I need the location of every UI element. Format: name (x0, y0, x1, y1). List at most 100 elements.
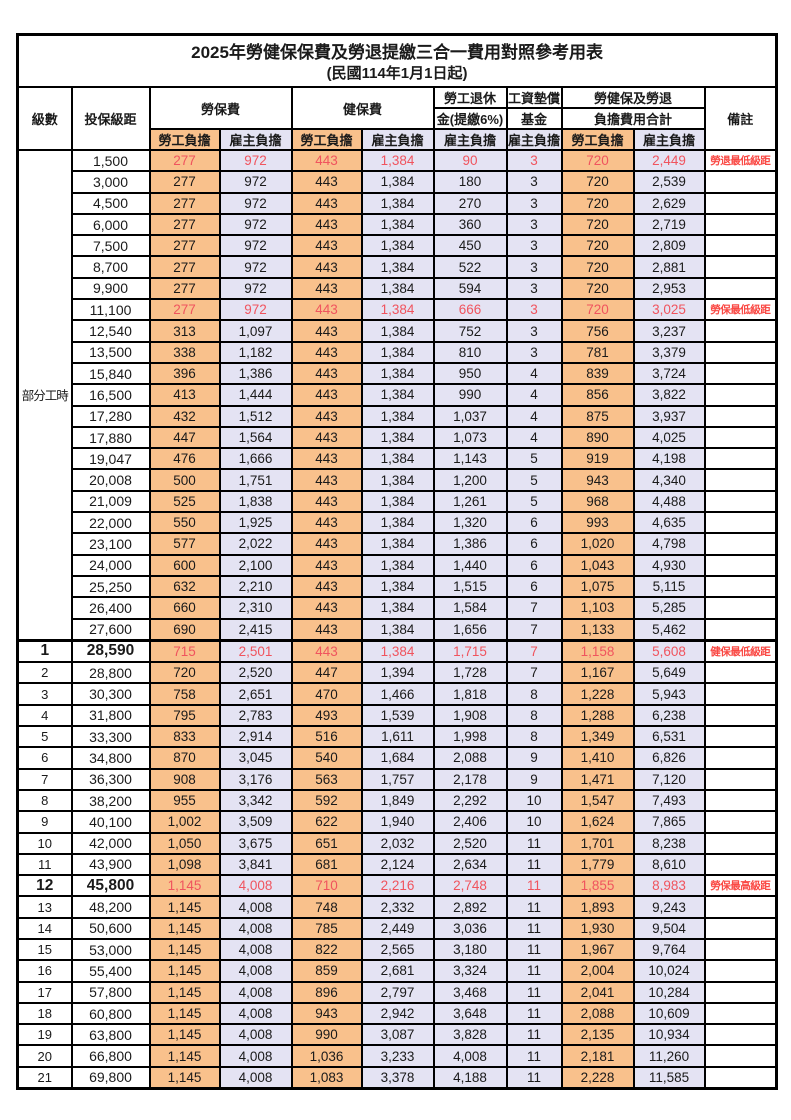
cell-labor-employee: 577 (148, 532, 221, 556)
cell-total-employee: 1,043 (560, 553, 635, 577)
cell-salary-bracket: 16,500 (70, 383, 151, 407)
cell-grade: 17 (16, 980, 73, 1004)
cell-pension-employer: 666 (432, 298, 508, 322)
cell-note (703, 361, 778, 386)
cell-labor-employee: 833 (148, 725, 221, 749)
cell-pension-employer: 3,648 (432, 1001, 508, 1026)
cell-labor-employee: 632 (148, 574, 221, 599)
cell-salary-bracket: 12,540 (70, 319, 151, 343)
cell-salary-bracket: 11,100 (70, 298, 151, 322)
cell-total-employer: 2,539 (632, 170, 706, 194)
cell-wage-fund-employer: 3 (505, 255, 563, 279)
header-row-sub: 勞工負擔 雇主負擔 勞工負擔 雇主負擔 雇主負擔 雇主負擔 勞工負擔 雇主負擔 (18, 128, 777, 151)
cell-total-employee: 1,410 (560, 746, 635, 770)
cell-pension-employer: 1,440 (432, 553, 508, 577)
cell-wage-fund-employer: 8 (505, 703, 563, 728)
cell-total-employer: 2,449 (632, 148, 706, 173)
cell-health-employee: 443 (290, 361, 363, 386)
cell-labor-employee: 600 (148, 553, 221, 577)
cell-pension-employer: 4,008 (432, 1044, 508, 1068)
table-row: 8,700 277 972 443 1,384 522 3 720 2,881 (18, 255, 778, 279)
cell-salary-bracket: 60,800 (70, 1001, 151, 1026)
cell-total-employer: 8,983 (632, 874, 706, 898)
table-row: 20 66,800 1,145 4,008 1,036 3,233 4,008 11 2,181… (16, 1044, 778, 1068)
cell-total-employer: 4,798 (632, 532, 706, 556)
cell-total-employee: 1,893 (560, 895, 635, 919)
page-subtitle: (民國114年1月1日起) (326, 64, 468, 82)
cell-pension-employer: 2,178 (432, 767, 508, 791)
cell-labor-employer: 2,914 (218, 725, 293, 749)
cell-health-employer: 1,384 (360, 553, 435, 577)
cell-labor-employee: 1,145 (148, 980, 221, 1004)
cell-total-employer: 3,724 (632, 361, 706, 386)
cell-health-employer: 1,539 (360, 703, 435, 728)
table-row: 16 55,400 1,145 4,008 859 2,681 3,324 11 2,004 10… (16, 959, 778, 983)
cell-total-employer: 2,809 (632, 234, 706, 258)
cell-note (703, 234, 778, 258)
cell-note (703, 489, 778, 514)
cell-wage-fund-employer: 3 (505, 212, 563, 237)
cell-grade: 7 (16, 767, 73, 791)
cell-salary-bracket: 4,500 (70, 191, 151, 215)
cell-note (703, 170, 778, 194)
cell-total-employee: 720 (560, 255, 635, 279)
cell-note (703, 191, 778, 215)
cell-salary-bracket: 69,800 (70, 1065, 151, 1090)
cell-note (703, 596, 778, 620)
cell-health-employee: 443 (290, 638, 363, 664)
table-row: 26,400 660 2,310 443 1,384 1,584 7 1,103 5,285 (18, 596, 778, 620)
cell-total-employer: 4,025 (632, 425, 706, 450)
cell-labor-employee: 1,145 (148, 1044, 221, 1068)
table-body: 部分工時 1,500 277 972 443 1,384 90 3 720 2,449 勞退最低級距… (16, 148, 778, 1090)
cell-health-employer: 1,384 (360, 468, 435, 492)
cell-note (703, 682, 778, 706)
cell-health-employer: 2,032 (360, 831, 435, 855)
cell-health-employer: 1,384 (360, 234, 435, 258)
cell-note (703, 788, 778, 813)
cell-note (703, 810, 778, 834)
cell-labor-employer: 972 (218, 234, 293, 258)
cell-note (703, 895, 778, 919)
table-row: 13 48,200 1,145 4,008 748 2,332 2,892 11 1,893 9,… (16, 895, 778, 919)
cell-note (703, 255, 778, 279)
table-row: 2 28,800 720 2,520 447 1,394 1,728 7 1,167 5,649 (16, 661, 778, 685)
cell-salary-bracket: 9,900 (70, 276, 151, 301)
cell-total-employee: 1,624 (560, 810, 635, 834)
table-row: 部分工時 1,500 277 972 443 1,384 90 3 720 2,449 勞退最低級距 (16, 148, 778, 642)
cell-wage-fund-employer: 5 (505, 447, 563, 471)
cell-grade: 16 (16, 959, 73, 983)
cell-pension-employer: 1,728 (432, 661, 508, 685)
cell-health-employee: 990 (290, 1023, 363, 1047)
cell-total-employer: 10,284 (632, 980, 706, 1004)
cell-wage-fund-employer: 11 (505, 852, 563, 877)
cell-labor-employee: 1,145 (148, 1001, 221, 1026)
cell-labor-employer: 1,564 (218, 425, 293, 450)
cell-labor-employer: 2,310 (218, 596, 293, 620)
cell-total-employer: 8,238 (632, 831, 706, 855)
cell-health-employer: 1,384 (360, 574, 435, 599)
cell-pension-employer: 1,386 (432, 532, 508, 556)
cell-grade: 13 (16, 895, 73, 919)
cell-labor-employer: 1,925 (218, 511, 293, 535)
table-row: 3,000 277 972 443 1,384 180 3 720 2,539 (18, 170, 778, 194)
cell-health-employee: 1,036 (290, 1044, 363, 1068)
cell-salary-bracket: 21,009 (70, 489, 151, 514)
cell-salary-bracket: 55,400 (70, 959, 151, 983)
table-row: 14 50,600 1,145 4,008 785 2,449 3,036 11 1,930 9,… (16, 916, 778, 940)
cell-labor-employee: 550 (148, 511, 221, 535)
cell-total-employer: 5,285 (632, 596, 706, 620)
cell-grade: 4 (16, 703, 73, 728)
cell-labor-employee: 1,098 (148, 852, 221, 877)
cell-wage-fund-employer: 11 (505, 980, 563, 1004)
cell-total-employer: 4,198 (632, 447, 706, 471)
cell-pension-employer: 2,292 (432, 788, 508, 813)
cell-wage-fund-employer: 3 (505, 170, 563, 194)
cell-pension-employer: 90 (432, 148, 508, 173)
cell-pension-employer: 522 (432, 255, 508, 279)
cell-wage-fund-employer: 11 (505, 1001, 563, 1026)
cell-salary-bracket: 53,000 (70, 937, 151, 962)
cell-salary-bracket: 27,600 (70, 617, 151, 642)
cell-labor-employee: 1,050 (148, 831, 221, 855)
cell-pension-employer: 3,324 (432, 959, 508, 983)
cell-total-employee: 993 (560, 511, 635, 535)
